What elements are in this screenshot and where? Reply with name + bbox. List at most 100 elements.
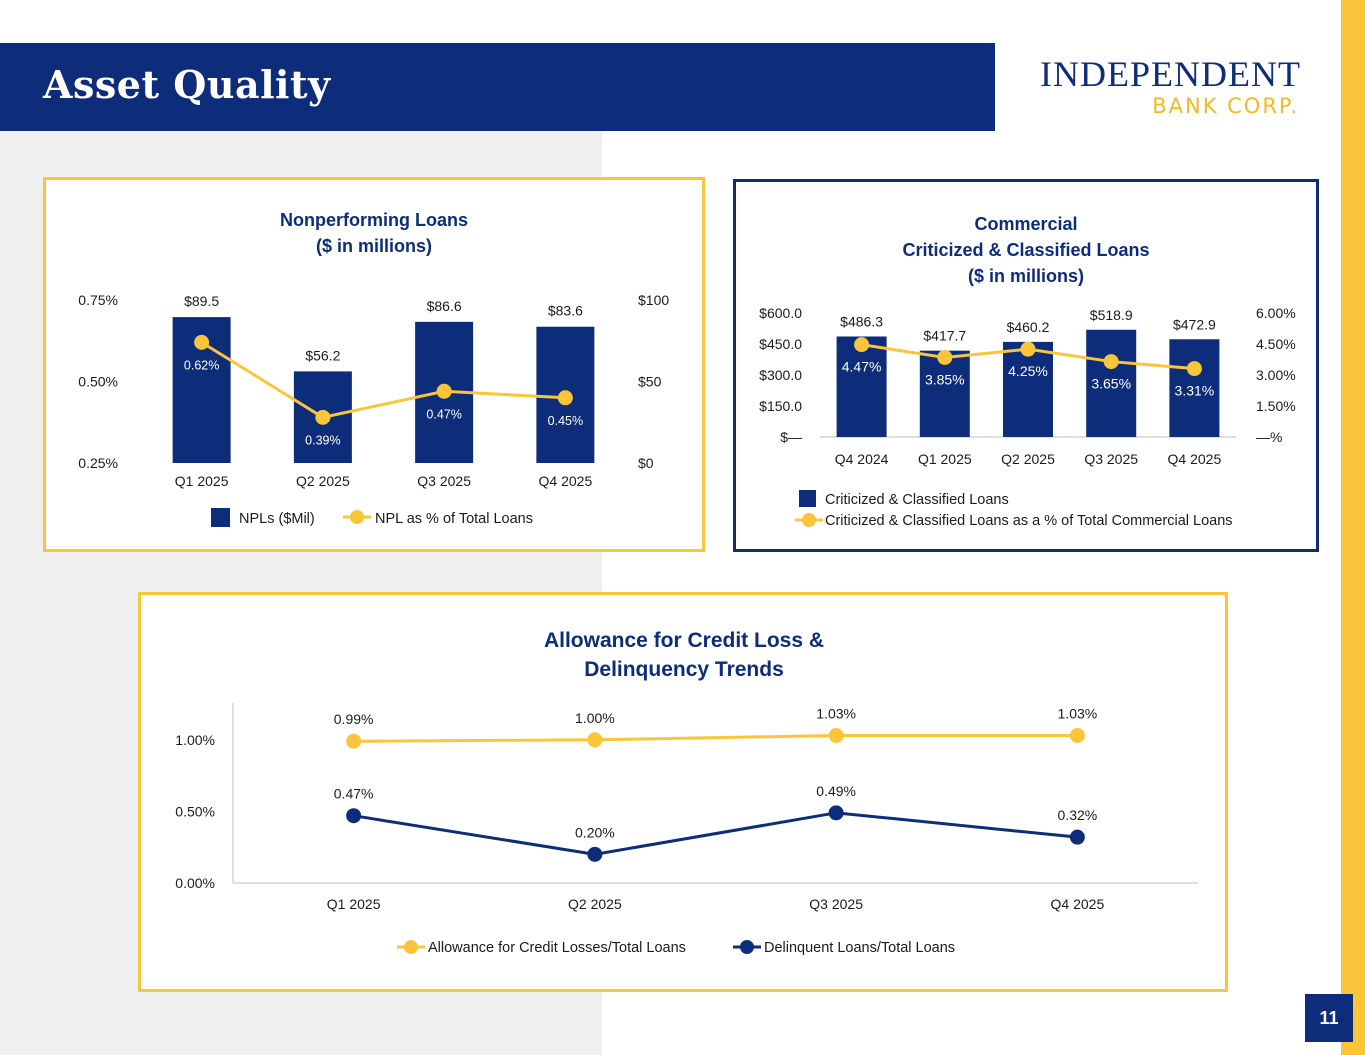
cc-pct-marker [1103, 354, 1119, 370]
left-axis-tick: $300.0 [759, 367, 802, 383]
right-axis-tick: 6.00% [1256, 305, 1296, 321]
x-axis-tick: Q1 2025 [327, 896, 381, 912]
cc-pct-label: 3.85% [925, 371, 965, 387]
chart-title-line: Nonperforming Loans [280, 210, 468, 230]
acl-chart-panel: Allowance for Credit Loss & Delinquency T… [138, 592, 1228, 992]
acl-data-label: 0.32% [1058, 807, 1098, 823]
cc-bar [1003, 341, 1053, 437]
x-axis-tick: Q2 2025 [296, 473, 350, 489]
chart-title-line: Criticized & Classified Loans [902, 240, 1149, 260]
cc-bar-label: $518.9 [1090, 307, 1133, 323]
chart-title-line: Allowance for Credit Loss & [544, 629, 824, 652]
left-axis-tick: 1.00% [175, 732, 215, 748]
page-title: Asset Quality [43, 62, 331, 107]
acl-data-label: 1.03% [816, 706, 856, 722]
right-accent-stripe [1341, 0, 1365, 1055]
cc-pct-label: 3.31% [1175, 383, 1215, 399]
acl-series-line [353, 811, 1078, 856]
npl-bar-legend-swatch [211, 508, 230, 527]
legend-label: NPL as % of Total Loans [375, 511, 533, 527]
legend-label: Criticized & Classified Loans [825, 492, 1009, 508]
x-axis-tick: Q2 2025 [1001, 451, 1055, 467]
legend-label: Allowance for Credit Losses/Total Loans [428, 940, 686, 956]
npl-pct-label: 0.62% [184, 358, 219, 372]
x-axis-tick: Q3 2025 [809, 896, 863, 912]
right-axis-tick: —% [1256, 429, 1282, 445]
x-axis-tick: Q4 2024 [835, 451, 889, 467]
legend-label: NPLs ($Mil) [239, 511, 315, 527]
left-axis-tick: $150.0 [759, 398, 802, 414]
cc-pct-label: 4.25% [1008, 363, 1048, 379]
chart-title-line: ($ in millions) [316, 236, 432, 256]
x-axis-tick: Q4 2025 [1051, 896, 1105, 912]
npl-bar-label: $86.6 [427, 298, 462, 314]
logo-line-2: BANK CORP. [1152, 94, 1299, 118]
cc-bar [919, 350, 970, 437]
cc-pct-marker [1020, 341, 1036, 357]
acl-series-marker [828, 728, 844, 744]
cc-bar-label: $417.7 [923, 328, 966, 344]
cc-bar-label: $460.2 [1007, 319, 1050, 335]
left-axis-tick: 0.50% [175, 803, 215, 819]
npl-pct-marker [557, 390, 573, 406]
cc-chart: Commercial Criticized & Classified Loans (… [759, 214, 1296, 529]
acl-allowance-legend-marker [404, 940, 418, 954]
cc-pct-label: 3.65% [1091, 376, 1131, 392]
npl-bar-label: $89.5 [184, 293, 219, 309]
acl-series-marker [346, 808, 362, 824]
cc-bar-label: $472.9 [1173, 316, 1216, 332]
acl-data-label: 1.00% [575, 710, 615, 726]
left-axis-tick: 0.50% [78, 374, 118, 390]
left-axis-tick: $600.0 [759, 305, 802, 321]
legend-label: Criticized & Classified Loans as a % of … [825, 513, 1233, 529]
npl-pct-legend-marker [350, 510, 364, 524]
right-axis-tick: 4.50% [1256, 336, 1296, 352]
npl-pct-marker [436, 383, 452, 399]
left-axis-tick: $450.0 [759, 336, 802, 352]
acl-series-marker [1069, 728, 1085, 744]
x-axis-tick: Q3 2025 [417, 473, 471, 489]
cc-pct-marker [937, 349, 953, 365]
logo-line-1: INDEPENDENT [1040, 54, 1301, 94]
npl-pct-marker [315, 409, 331, 425]
cc-pct-marker [1186, 361, 1202, 377]
cc-chart-panel: Commercial Criticized & Classified Loans (… [733, 179, 1319, 552]
company-logo: INDEPENDENT BANK CORP. [1036, 55, 1301, 119]
legend-label: Delinquent Loans/Total Loans [764, 940, 955, 956]
left-axis-tick: $— [780, 429, 802, 445]
acl-series-marker [1069, 829, 1085, 845]
left-axis-tick: 0.25% [78, 455, 118, 471]
cc-bar [1086, 329, 1137, 437]
cc-bar-legend-swatch [799, 490, 816, 507]
cc-pct-marker [854, 337, 870, 353]
cc-pct-legend-marker [802, 513, 816, 527]
acl-series-marker [587, 732, 603, 748]
right-axis-tick: $100 [638, 292, 669, 308]
acl-data-label: 0.49% [816, 783, 856, 799]
right-axis-tick: 1.50% [1256, 398, 1296, 414]
npl-pct-marker [194, 334, 210, 350]
chart-title-line: Commercial [974, 214, 1077, 234]
npl-chart-panel: Nonperforming Loans ($ in millions) 0.75% 0… [43, 177, 705, 552]
npl-bar-label: $56.2 [305, 347, 340, 363]
acl-data-label: 0.20% [575, 824, 615, 840]
cc-bar-label: $486.3 [840, 313, 883, 329]
left-axis-tick: 0.00% [175, 875, 215, 891]
page-number: 11 [1305, 994, 1353, 1042]
npl-bar-label: $83.6 [548, 303, 583, 319]
chart-title-line: ($ in millions) [968, 266, 1084, 286]
cc-bar [836, 336, 887, 437]
acl-delinquent-legend-marker [740, 940, 754, 954]
left-axis-tick: 0.75% [78, 292, 118, 308]
acl-data-label: 0.47% [334, 786, 374, 802]
x-axis-tick: Q4 2025 [1168, 451, 1222, 467]
acl-data-label: 0.99% [334, 711, 374, 727]
x-axis-tick: Q4 2025 [539, 473, 593, 489]
npl-pct-label: 0.45% [548, 414, 583, 428]
x-axis-tick: Q1 2025 [175, 473, 229, 489]
npl-pct-label: 0.39% [305, 433, 340, 447]
acl-series-marker [346, 733, 362, 749]
cc-bar [1169, 339, 1220, 437]
x-axis-tick: Q2 2025 [568, 896, 622, 912]
npl-chart: Nonperforming Loans ($ in millions) 0.75% 0… [78, 210, 669, 527]
